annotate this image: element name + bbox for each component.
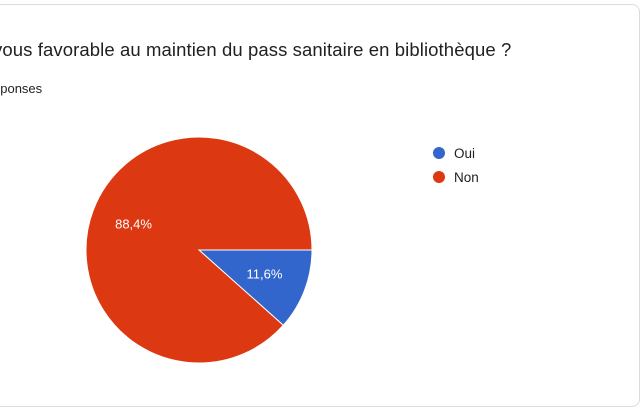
response-summary-card: vous favorable au maintien du pass sanit… [0,4,640,407]
pie-slice-oui[interactable] [197,249,313,326]
pie-slice-non[interactable] [85,136,313,364]
legend-label-non: Non [454,169,479,185]
pie-chart: 11,6% 88,4% [85,136,313,364]
legend-item-non[interactable]: Non [433,165,479,189]
legend-item-oui[interactable]: Oui [433,141,479,165]
responses-count-label: éponses [0,81,43,96]
legend-label-oui: Oui [454,145,476,161]
legend-swatch-non [433,171,445,183]
slice-label-oui: 11,6% [247,266,283,281]
chart-legend: Oui Non [433,141,479,189]
slice-label-non: 88,4% [115,216,152,231]
question-title: vous favorable au maintien du pass sanit… [0,39,512,60]
legend-swatch-oui [433,147,445,159]
